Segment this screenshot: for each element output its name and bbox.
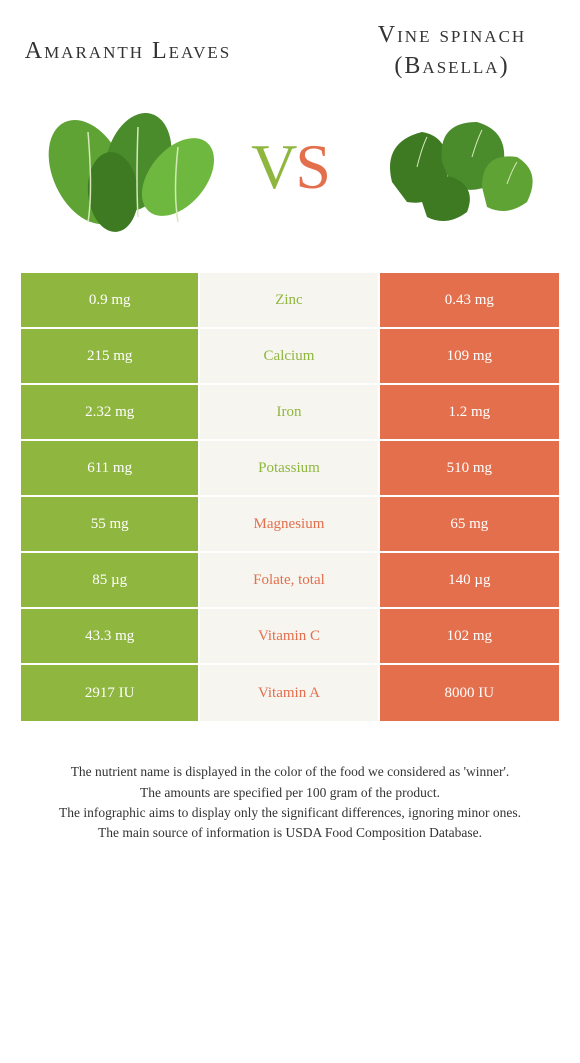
leaf-icon [20, 92, 236, 242]
left-value: 2.32 mg [21, 385, 200, 439]
nutrient-label: Zinc [200, 273, 379, 327]
amaranth-leaves-image [20, 92, 236, 242]
footer-line-1: The nutrient name is displayed in the co… [30, 762, 550, 782]
nutrient-label: Folate, total [200, 553, 379, 607]
right-value: 1.2 mg [380, 385, 559, 439]
vs-v: V [251, 131, 295, 202]
images-row: VS [20, 92, 560, 242]
nutrient-label: Vitamin A [200, 665, 379, 721]
left-value: 43.3 mg [21, 609, 200, 663]
vs-label: VS [236, 130, 344, 204]
left-value: 611 mg [21, 441, 200, 495]
left-value: 85 µg [21, 553, 200, 607]
nutrient-label: Iron [200, 385, 379, 439]
right-title: Vine spinach (Basella) [344, 20, 560, 82]
right-value: 65 mg [380, 497, 559, 551]
table-row: 43.3 mgVitamin C102 mg [21, 609, 559, 665]
table-row: 2917 IUVitamin A8000 IU [21, 665, 559, 721]
left-value: 2917 IU [21, 665, 200, 721]
right-value: 510 mg [380, 441, 559, 495]
table-row: 0.9 mgZinc0.43 mg [21, 273, 559, 329]
right-value: 0.43 mg [380, 273, 559, 327]
right-title-line2: (Basella) [394, 53, 509, 79]
table-row: 85 µgFolate, total140 µg [21, 553, 559, 609]
left-value: 55 mg [21, 497, 200, 551]
nutrient-label: Vitamin C [200, 609, 379, 663]
right-title-line1: Vine spinach [378, 22, 526, 48]
table-row: 2.32 mgIron1.2 mg [21, 385, 559, 441]
titles-row: Amaranth Leaves Vine spinach (Basella) [20, 20, 560, 82]
footer-notes: The nutrient name is displayed in the co… [20, 762, 560, 843]
nutrient-label: Potassium [200, 441, 379, 495]
leaf-icon [344, 92, 560, 242]
footer-line-3: The infographic aims to display only the… [30, 803, 550, 823]
right-value: 109 mg [380, 329, 559, 383]
table-row: 611 mgPotassium510 mg [21, 441, 559, 497]
vs-s: S [295, 131, 329, 202]
table-row: 55 mgMagnesium65 mg [21, 497, 559, 553]
comparison-table: 0.9 mgZinc0.43 mg215 mgCalcium109 mg2.32… [20, 272, 560, 722]
right-value: 102 mg [380, 609, 559, 663]
vine-spinach-image [344, 92, 560, 242]
nutrient-label: Magnesium [200, 497, 379, 551]
left-value: 215 mg [21, 329, 200, 383]
table-row: 215 mgCalcium109 mg [21, 329, 559, 385]
footer-line-2: The amounts are specified per 100 gram o… [30, 783, 550, 803]
right-value: 140 µg [380, 553, 559, 607]
footer-line-4: The main source of information is USDA F… [30, 823, 550, 843]
right-value: 8000 IU [380, 665, 559, 721]
nutrient-label: Calcium [200, 329, 379, 383]
left-title: Amaranth Leaves [20, 36, 236, 67]
left-value: 0.9 mg [21, 273, 200, 327]
